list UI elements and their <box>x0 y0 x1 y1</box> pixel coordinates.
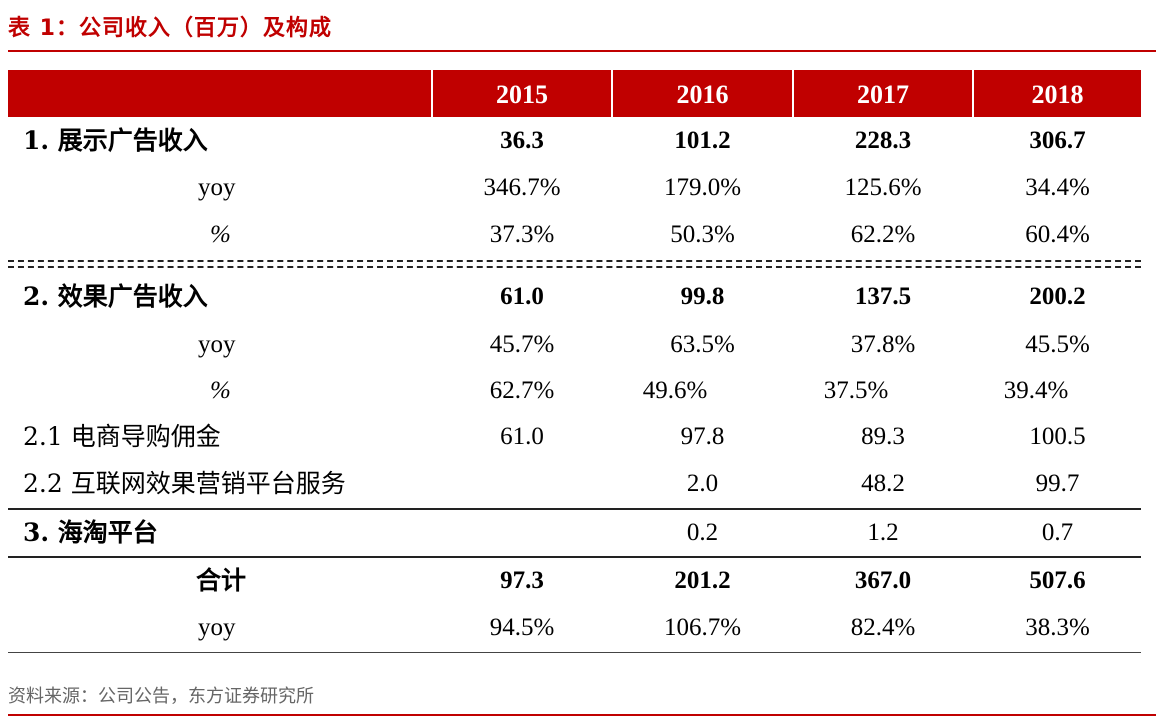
cell-2018: 100.5 <box>1029 423 1086 450</box>
cell-2018: 39.4% <box>1003 377 1069 404</box>
cell-2015: 45.7% <box>489 331 555 358</box>
cell-2015: 37.3% <box>489 221 555 248</box>
header-separator <box>792 70 794 117</box>
table-bottom-rule <box>8 652 1141 653</box>
row-label: 3. 海淘平台 <box>23 518 158 547</box>
section-divider <box>8 556 1141 558</box>
cell-2015: 61.0 <box>500 423 544 450</box>
table-row: yoy 94.5% 106.7% 82.4% 38.3% <box>8 605 1141 651</box>
header-year-2017: 2017 <box>857 80 909 109</box>
cell-2017: 137.5 <box>854 283 912 310</box>
table-header: 2015 2016 2017 2018 <box>8 70 1141 117</box>
row-label: % <box>210 221 231 248</box>
table-row: yoy 346.7% 179.0% 125.6% 34.4% <box>8 165 1141 211</box>
cell-2017: 89.3 <box>861 423 905 450</box>
cell-2017: 48.2 <box>861 470 905 497</box>
table-title: 表 1：公司收入（百万）及构成 <box>8 16 332 41</box>
cell-2016: 0.2 <box>686 519 719 546</box>
cell-2015: 62.7% <box>489 377 555 404</box>
cell-2018: 60.4% <box>1025 221 1090 248</box>
row-label: % <box>210 377 231 404</box>
header-year-2016: 2016 <box>676 80 729 109</box>
row-label: 2.2 互联网效果营销平台服务 <box>23 469 346 498</box>
cell-2015 <box>433 461 611 507</box>
section-divider <box>8 260 1141 262</box>
header-year-2018: 2018 <box>1031 80 1084 109</box>
table-row: 2.2 互联网效果营销平台服务 2.0 48.2 99.7 <box>8 461 1141 507</box>
cell-2016: 201.2 <box>674 567 731 594</box>
cell-2017: 125.6% <box>844 174 922 201</box>
cell-2017: 37.8% <box>850 331 916 358</box>
header-separator <box>611 70 613 117</box>
section-divider <box>8 266 1141 268</box>
cell-2016: 97.8 <box>680 423 725 450</box>
row-label: yoy <box>198 174 236 201</box>
cell-2016: 101.2 <box>674 127 731 154</box>
row-label: yoy <box>198 331 236 358</box>
cell-2015: 61.0 <box>500 283 544 310</box>
cell-2016: 63.5% <box>670 331 735 358</box>
header-separator <box>972 70 974 117</box>
cell-2018: 306.7 <box>1029 127 1086 154</box>
cell-2016: 106.7% <box>663 614 742 641</box>
top-rule <box>8 50 1156 52</box>
cell-2017: 62.2% <box>850 221 916 248</box>
header-separator <box>431 70 433 117</box>
cell-2016: 2.0 <box>686 470 719 497</box>
cell-2015: 36.3 <box>500 127 544 154</box>
bottom-rule <box>8 714 1156 716</box>
table-row: 1. 展示广告收入 36.3 101.2 228.3 306.7 <box>8 118 1141 164</box>
cell-2018: 34.4% <box>1025 174 1090 201</box>
cell-2016: 50.3% <box>670 221 735 248</box>
cell-2016: 49.6% <box>642 377 708 404</box>
header-year-2015: 2015 <box>496 80 548 109</box>
source-note: 资料来源：公司公告，东方证券研究所 <box>8 686 314 707</box>
cell-2015 <box>433 510 611 556</box>
row-label: yoy <box>198 614 236 641</box>
cell-2018: 200.2 <box>1029 283 1086 310</box>
cell-2017: 82.4% <box>850 614 916 641</box>
cell-2017: 228.3 <box>854 127 912 154</box>
cell-2018: 0.7 <box>1041 519 1074 546</box>
table-row: % 62.7% 49.6% 37.5% 39.4% <box>8 368 1141 414</box>
row-label: 2.1 电商导购佣金 <box>23 422 221 451</box>
table-row: 2. 效果广告收入 61.0 99.8 137.5 200.2 <box>8 274 1141 320</box>
table-row: % 37.3% 50.3% 62.2% 60.4% <box>8 212 1141 258</box>
cell-2015: 94.5% <box>489 614 555 641</box>
cell-2017: 37.5% <box>823 377 889 404</box>
cell-2016: 179.0% <box>663 174 742 201</box>
cell-2018: 507.6 <box>1029 567 1086 594</box>
table-row: 3. 海淘平台 0.2 1.2 0.7 <box>8 510 1141 556</box>
cell-2017: 1.2 <box>867 519 899 546</box>
row-label: 2. 效果广告收入 <box>23 282 208 311</box>
cell-2018: 45.5% <box>1025 331 1090 358</box>
table-row: yoy 45.7% 63.5% 37.8% 45.5% <box>8 322 1141 368</box>
table-row: 合计 97.3 201.2 367.0 507.6 <box>8 558 1141 604</box>
cell-2017: 367.0 <box>854 567 912 594</box>
cell-2016: 99.8 <box>680 283 725 310</box>
cell-2018: 99.7 <box>1035 470 1080 497</box>
table-row: 2.1 电商导购佣金 61.0 97.8 89.3 100.5 <box>8 414 1141 460</box>
section-divider <box>8 508 1141 510</box>
cell-2015: 97.3 <box>500 567 544 594</box>
row-label: 合计 <box>196 566 247 595</box>
cell-2018: 38.3% <box>1025 614 1090 641</box>
row-label: 1. 展示广告收入 <box>23 126 208 155</box>
cell-2015: 346.7% <box>483 174 561 201</box>
